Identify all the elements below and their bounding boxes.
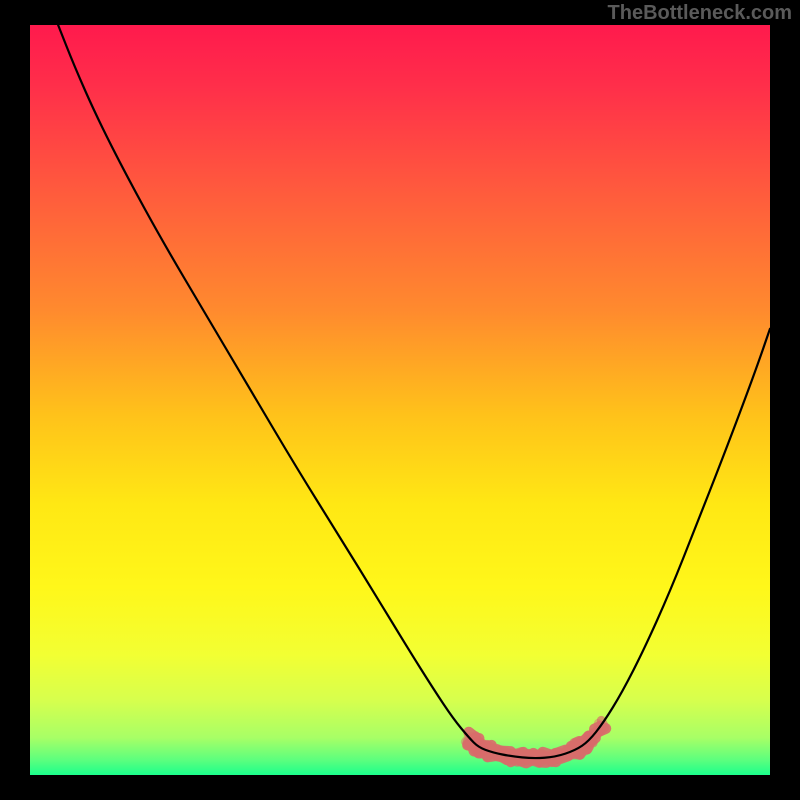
watermark-text: TheBottleneck.com [608, 2, 792, 25]
plot-svg [30, 25, 770, 775]
gradient-background [30, 25, 770, 775]
bottleneck-chart: TheBottleneck.com [0, 0, 800, 800]
